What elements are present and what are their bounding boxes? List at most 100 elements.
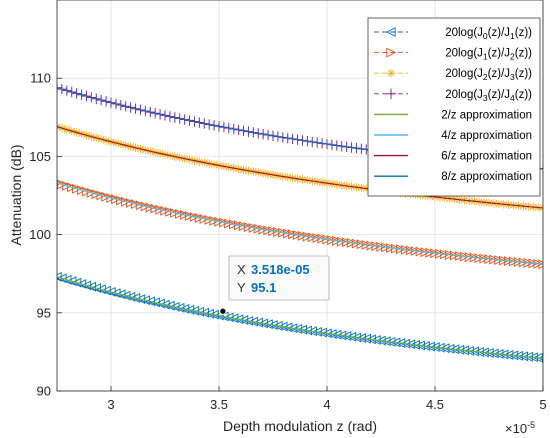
data-point-marker: [351, 332, 362, 343]
data-point-marker: [311, 326, 322, 337]
x-axis-title: Depth modulation z (rad): [223, 418, 377, 434]
data-point-marker: [71, 183, 82, 194]
legend-entry: 8/z approximation: [374, 171, 532, 183]
data-point-marker: [346, 237, 357, 248]
data-point-marker: [121, 196, 131, 207]
y-tick-label: 95: [37, 305, 51, 320]
data-point-marker: [140, 295, 151, 306]
data-point-marker: [253, 223, 264, 234]
datatip[interactable]: X 3.518e-05 Y 95.1: [219, 255, 330, 315]
data-point-marker: [125, 197, 136, 208]
data-point-marker: [228, 313, 239, 324]
data-point-marker: [150, 203, 161, 214]
data-point-marker: [262, 319, 273, 330]
data-point-marker: [179, 303, 190, 314]
data-point-marker: [91, 189, 102, 200]
data-point-marker: [327, 235, 338, 246]
data-point-marker: [356, 239, 367, 250]
data-point-marker: [321, 328, 332, 339]
approximation-line: [57, 126, 543, 209]
legend-label: 8/z approximation: [441, 171, 532, 183]
data-point-marker: [175, 209, 185, 219]
data-point-marker: [165, 206, 176, 217]
data-point-marker: [277, 321, 288, 332]
data-point-marker: [248, 222, 259, 233]
data-point-marker: [209, 215, 220, 226]
data-point-marker: [106, 193, 117, 203]
legend: 20log(J0(z)/J1(z)) 20log(J1(z)/J2(z)) 20lo…: [367, 17, 541, 197]
data-point-marker: [287, 229, 298, 240]
data-point-marker: [179, 210, 190, 220]
data-point-marker: [341, 237, 352, 248]
data-point-marker: [154, 298, 165, 309]
data-point-marker: [287, 323, 298, 334]
data-point-marker: [62, 180, 73, 191]
datatip-point[interactable]: [219, 307, 227, 315]
data-point-marker: [316, 327, 327, 338]
data-point-marker: [233, 314, 244, 325]
data-point-marker: [189, 212, 200, 222]
plot-frame: [56, 0, 544, 392]
x-tick-label: 5: [539, 397, 546, 412]
data-point-marker: [149, 297, 160, 308]
data-point-marker: [331, 329, 342, 340]
data-point-marker: [189, 305, 200, 316]
data-point-marker: [317, 233, 328, 244]
data-point-marker: [337, 236, 347, 247]
approximation-line: [57, 182, 543, 265]
data-point-marker: [81, 186, 92, 197]
legend-entry: 2/z approximation: [374, 109, 532, 121]
data-point-marker: [145, 296, 155, 307]
data-point-marker: [346, 331, 357, 342]
legend-label: 20log(J2(z)/J3(z)): [445, 68, 532, 82]
data-point-marker: [258, 224, 269, 235]
legend-entry: 4/z approximation: [374, 130, 532, 142]
data-point-marker: [155, 204, 166, 215]
series-layer: [57, 82, 543, 363]
datatip-x-label: X: [237, 262, 246, 277]
data-point-marker: [326, 329, 337, 339]
approximation-series: [57, 276, 543, 359]
x-tick-label: 3.5: [210, 397, 228, 412]
data-point-marker: [278, 227, 289, 238]
datatip-box: [228, 255, 330, 301]
data-point-marker: [297, 324, 308, 335]
data-point-marker: [57, 82, 63, 93]
data-point-marker: [170, 207, 181, 218]
data-point-marker: [267, 320, 278, 330]
y-axis-title: Attenuation (dB): [8, 144, 24, 245]
x-tick-label: 4.5: [426, 397, 444, 412]
legend-entry: 20log(J2(z)/J3(z)): [374, 68, 532, 82]
data-point-marker: [302, 231, 313, 242]
data-point-marker: [283, 228, 293, 239]
y-tick-label: 90: [37, 384, 51, 399]
data-point-marker: [57, 179, 68, 190]
data-point-marker: [224, 218, 235, 229]
y-tick-label: 110: [30, 71, 51, 86]
axis-ticks: 3 3.5 4 4.5 5 90 95 100 105 110: [29, 71, 546, 412]
data-point-marker: [356, 333, 367, 343]
data-point-marker: [213, 310, 224, 321]
data-point-marker: [307, 232, 318, 243]
data-point-marker: [135, 200, 146, 211]
data-point-marker: [229, 219, 239, 230]
legend-label: 6/z approximation: [441, 151, 532, 163]
legend-entry: 6/z approximation: [374, 151, 532, 163]
legend-label: 20log(J0(z)/J1(z)): [445, 27, 532, 41]
data-point-marker: [297, 230, 308, 241]
data-point-marker: [253, 317, 263, 328]
approximation-series: [57, 126, 543, 209]
legend-entry: 20log(J3(z)/J4(z)): [374, 88, 532, 103]
data-point-marker: [322, 234, 333, 245]
data-point-marker: [282, 322, 293, 333]
legend-label: 4/z approximation: [441, 130, 532, 142]
data-point-marker: [272, 320, 283, 331]
data-point-marker: [184, 211, 195, 221]
data-point-marker: [169, 301, 180, 312]
data-point-marker: [194, 213, 205, 223]
data-point-marker: [208, 309, 219, 320]
data-point-marker: [115, 289, 126, 300]
data-point-marker: [341, 331, 352, 341]
legend-entry: 20log(J1(z)/J2(z)): [374, 48, 532, 62]
